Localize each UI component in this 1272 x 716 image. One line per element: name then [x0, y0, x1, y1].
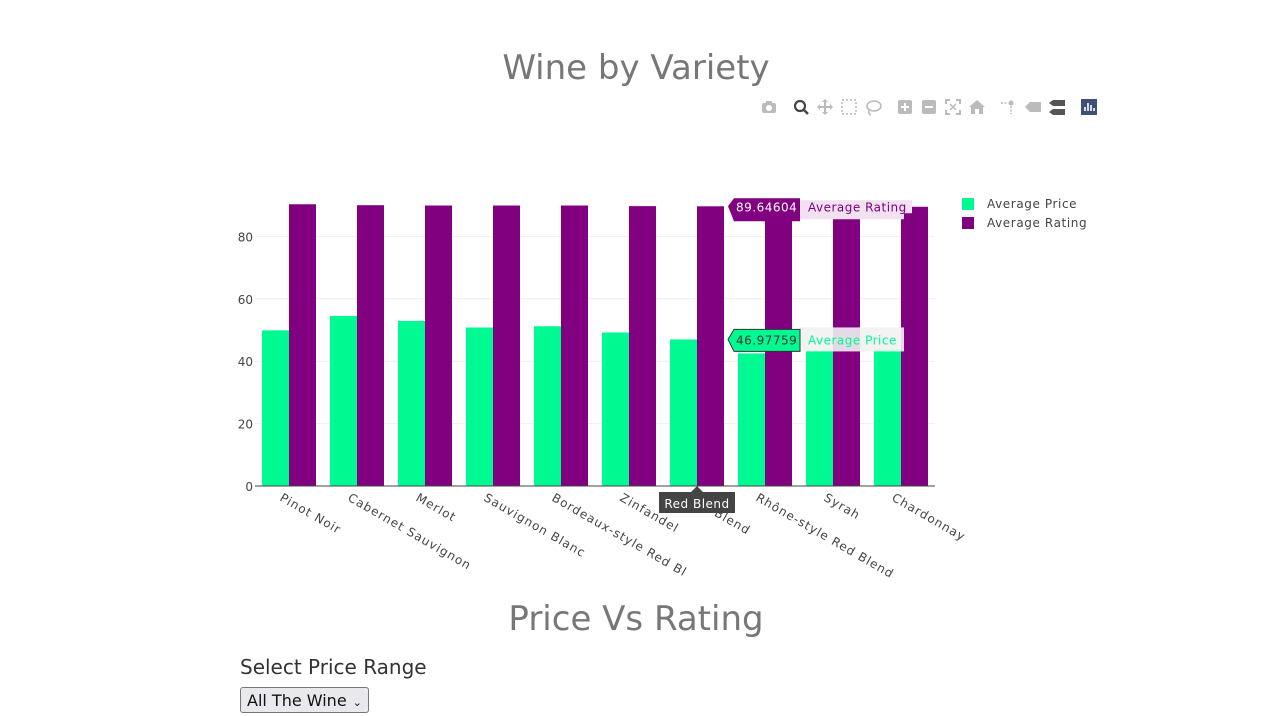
y-tick-label: 40 [238, 355, 253, 369]
legend-swatch[interactable] [962, 198, 974, 210]
bar[interactable] [425, 205, 452, 486]
plotly-logo-icon[interactable] [1080, 98, 1098, 116]
spike-lines-icon[interactable] [998, 98, 1016, 116]
x-tick-label: Cabernet Sauvignon [346, 490, 474, 572]
bar[interactable] [357, 205, 384, 486]
y-tick-label: 20 [238, 418, 253, 432]
zoom-icon[interactable] [792, 98, 810, 116]
box-select-icon[interactable] [840, 98, 858, 116]
hover-compare-icon[interactable] [1048, 98, 1066, 116]
bar[interactable] [289, 204, 316, 486]
hover-name-price: Average Price [808, 333, 897, 347]
lasso-select-icon[interactable] [864, 98, 882, 116]
x-tick-label: Chardonnay [890, 490, 969, 543]
reset-axes-icon[interactable] [968, 98, 986, 116]
bar[interactable] [901, 206, 928, 486]
price-range-select-value: All The Wine [247, 691, 347, 710]
legend-label[interactable]: Average Rating [987, 216, 1087, 230]
hover-label-box [727, 328, 801, 352]
x-tick-label: Syrah [822, 490, 863, 522]
zoom-in-icon[interactable] [896, 98, 914, 116]
legend-swatch[interactable] [962, 217, 974, 229]
bar[interactable] [262, 330, 289, 486]
autoscale-icon[interactable] [944, 98, 962, 116]
camera-icon[interactable] [760, 98, 778, 116]
x-tick-label: Pinot Noir [278, 490, 344, 536]
bar[interactable] [330, 315, 357, 486]
hover-label-x: Red Blend [664, 497, 729, 511]
bar[interactable] [629, 206, 656, 487]
hover-label-bg [800, 327, 904, 352]
bar[interactable] [738, 353, 765, 486]
chevron-down-icon: ⌄ [352, 696, 362, 709]
bar[interactable] [398, 320, 425, 486]
y-tick-label: 60 [238, 293, 253, 307]
bar[interactable] [561, 205, 588, 486]
select-price-range-label: Select Price Range [240, 655, 427, 679]
hover-closest-icon[interactable] [1024, 98, 1042, 116]
y-tick-label: 0 [245, 480, 253, 494]
bar[interactable] [670, 339, 697, 486]
hover-name-rating: Average Rating [808, 200, 907, 214]
hover-value-rating: 89.64604 [736, 200, 797, 214]
section-title-price-vs-rating: Price Vs Rating [508, 599, 764, 639]
price-range-select[interactable]: All The Wine ⌄ [240, 687, 369, 713]
bar[interactable] [697, 206, 724, 486]
bar[interactable] [493, 205, 520, 486]
bar[interactable] [534, 326, 561, 486]
page-title: Wine by Variety [502, 48, 770, 88]
zoom-out-icon[interactable] [920, 98, 938, 116]
legend-label[interactable]: Average Price [987, 197, 1077, 211]
hover-label-x-box [659, 486, 735, 513]
hover-label-box [728, 198, 800, 222]
pan-icon[interactable] [816, 98, 834, 116]
hover-value-price: 46.97759 [736, 333, 797, 347]
bar[interactable] [806, 350, 833, 486]
y-axis: 0 20 40 60 80 [238, 230, 935, 494]
y-tick-label: 80 [238, 230, 253, 244]
hover-labels: 89.64604 Average Rating 46.97759 Average Pr… [659, 198, 912, 513]
bar[interactable] [466, 327, 493, 486]
bar[interactable] [874, 349, 901, 486]
chart-legend: Average Price Average Rating [962, 197, 1087, 230]
x-tick-label: Merlot [414, 490, 459, 524]
bar[interactable] [602, 332, 629, 486]
